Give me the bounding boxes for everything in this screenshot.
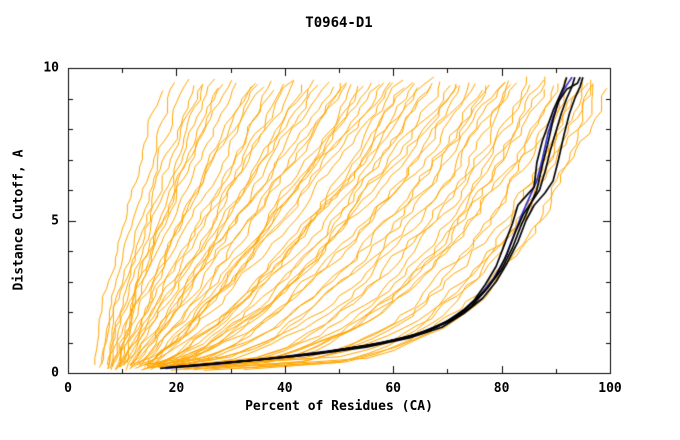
x-tick-label: 80: [493, 381, 510, 396]
x-axis-label: Percent of Residues (CA): [245, 399, 433, 414]
y-axis-label: Distance Cutoff, A: [11, 149, 27, 291]
x-tick-label: 100: [598, 381, 622, 396]
x-tick-label: 0: [64, 381, 72, 396]
y-tick-label: 5: [51, 213, 59, 228]
x-tick-label: 40: [276, 381, 293, 396]
chart-title: T0964-D1: [305, 15, 373, 31]
y-tick-label: 10: [43, 60, 59, 76]
y-tick-label: 0: [51, 365, 59, 381]
x-tick-label: 60: [385, 381, 402, 396]
x-tick-label: 20: [168, 381, 185, 396]
